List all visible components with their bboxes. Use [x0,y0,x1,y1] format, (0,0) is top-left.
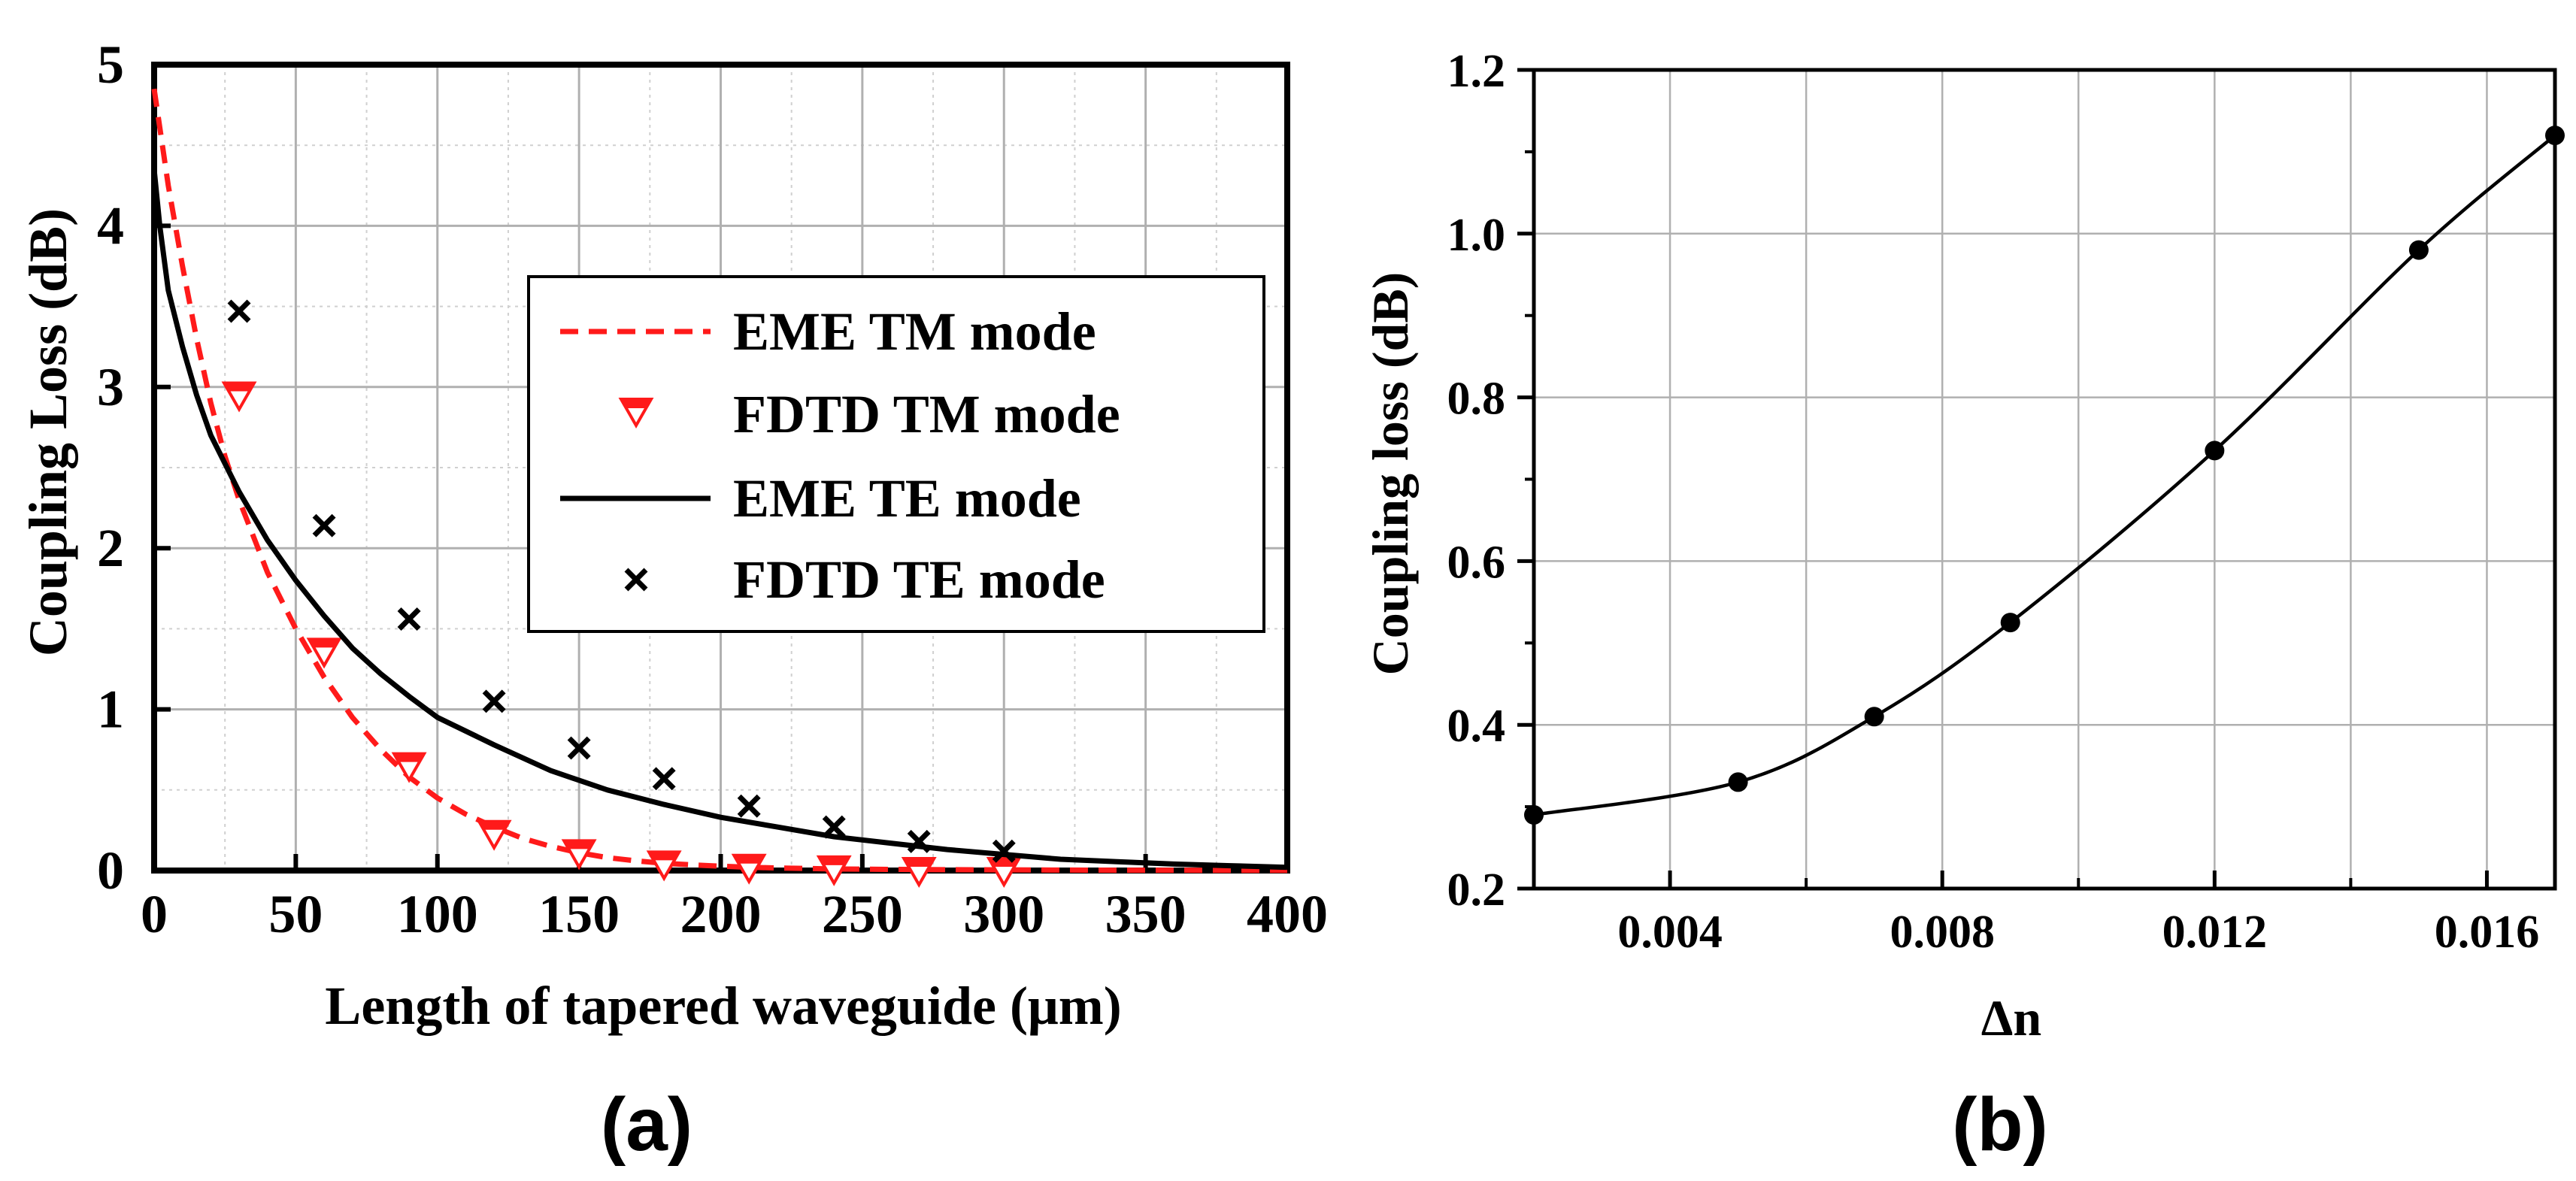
a-point-fdtd-te-mode [907,829,931,853]
a-legend-swatch-fdtd-tm-fill [621,399,651,408]
a-y-axis-label: Coupling Loss (dB) [18,208,78,656]
a-point-fdtd-tm-mode [646,850,682,882]
a-x-tick-label: 100 [397,884,478,944]
a-point-fdtd-tm-mode [816,855,852,886]
a-y-tick-label: 5 [97,35,124,95]
b-ticks [1517,68,2489,891]
a-y-tick-label: 3 [97,357,124,417]
b-point [1524,804,1544,825]
a-point-fdtd-te-mode [397,607,421,631]
b-x-tick-label: 0.008 [1890,907,1995,958]
b-y-tick-label: 1.2 [1447,46,1506,97]
a-point-fdtd-tm-mode [986,857,1022,889]
a-point-fdtd-tm-mode [391,752,427,783]
a-legend-box [527,275,1265,633]
a-point-fdtd-te-mode [737,794,761,818]
a-y-tick-label: 1 [97,680,124,740]
a-point-fdtd-tm-mode [901,857,937,889]
a-point-fdtd-te-mode [822,815,846,839]
a-y-tick-label: 4 [97,195,124,256]
a-legend-label-fdtd-tm: FDTD TM mode [733,384,1120,444]
a-legend-label-eme-tm: EME TM mode [733,301,1096,362]
a-point-fdtd-te-mode [227,299,251,323]
b-y-axis-label: Coupling loss (dB) [1362,272,1419,676]
a-x-tick-label: 300 [963,884,1044,944]
a-point-fdtd-tm-mode [731,853,767,885]
a-x-tick-label: 0 [141,884,168,944]
b-point [2000,613,2020,633]
b-y-tick-label: 1.0 [1447,210,1506,261]
b-series [1524,126,2565,825]
a-point-fdtd-tm-mode [476,819,512,851]
a-x-axis-label: Length of tapered waveguide (μm) [325,976,1121,1036]
b-x-tick-labels: 0.004 0.008 0.012 0.016 [1617,907,2539,958]
chart-a: 0 50 100 150 200 250 300 350 400 0 1 2 3 4 5 Length o… [18,35,1328,1167]
a-x-tick-label: 400 [1247,884,1328,944]
a-x-tick-label: 50 [268,884,323,944]
a-point-fdtd-tm-mode [306,637,342,669]
a-legend-label-fdtd-te: FDTD TE mode [733,550,1105,610]
chart-b: 0.004 0.008 0.012 0.016 0.20.40.60.81.01.2 … [1362,46,2565,1167]
b-x-tick-label: 0.004 [1617,907,1723,958]
b-point [2545,126,2565,146]
b-x-tick-label: 0.012 [2162,907,2268,958]
b-y-tick-label: 0.4 [1447,701,1506,752]
a-x-tick-labels: 0 50 100 150 200 250 300 350 400 [141,884,1328,944]
a-x-tick-label: 250 [822,884,903,944]
a-legend-label-eme-te: EME TE mode [733,468,1081,528]
a-y-tick-label: 2 [97,518,124,578]
a-point-fdtd-te-mode [652,767,676,791]
a-panel-label: (a) [601,1083,692,1167]
b-point [1728,772,1748,792]
a-point-fdtd-te-mode [312,513,336,538]
a-point-fdtd-tm-mode [221,381,257,413]
b-y-tick-label: 0.6 [1447,537,1506,588]
b-panel-label: (b) [1952,1083,2048,1167]
a-point-fdtd-te-mode [992,839,1016,863]
b-x-axis-label: Δn [1981,989,2041,1046]
b-y-tick-label: 0.2 [1447,865,1506,916]
a-x-tick-label: 350 [1105,884,1186,944]
a-series [151,88,1288,889]
a-y-tick-labels: 0 1 2 3 4 5 [97,35,124,901]
a-x-tick-label: 150 [538,884,620,944]
b-point [1864,707,1884,727]
a-point-fdtd-tm-mode [561,839,597,871]
b-point [2205,441,2225,461]
b-point [2408,240,2429,260]
a-series-eme-te-mode [151,169,1288,871]
b-y-tick-labels: 0.2 0.4 0.6 0.8 1.0 1.2 [1447,46,1506,916]
a-y-tick-label: 0 [97,840,124,901]
b-y-tick-label: 0.8 [1447,374,1506,425]
a-legend: EME TM mode FDTD TM mode EME TE mode FDT… [527,275,1265,633]
a-point-fdtd-te-mode [567,736,591,760]
a-point-fdtd-te-mode [482,689,506,713]
a-x-tick-label: 200 [680,884,762,944]
a-legend-swatch-fdtd-te [624,568,648,592]
b-x-tick-label: 0.016 [2435,907,2540,958]
